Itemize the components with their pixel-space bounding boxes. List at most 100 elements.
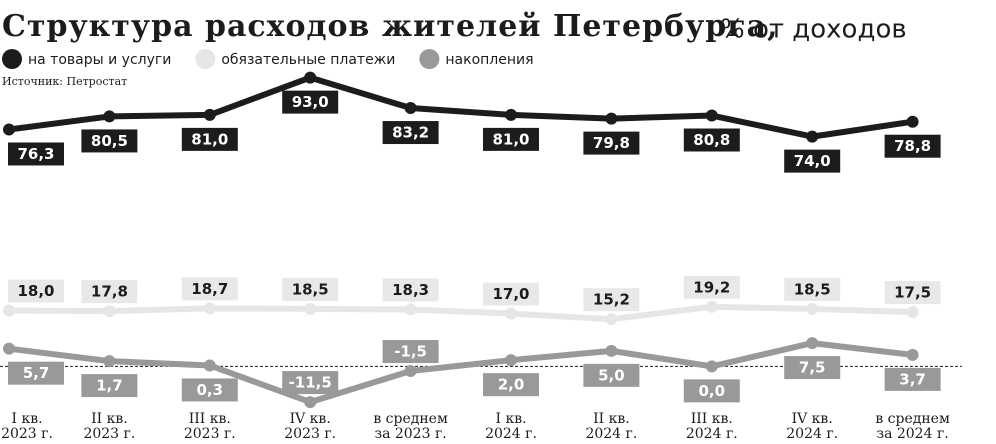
- chart-subtitle: % от доходов: [720, 15, 907, 45]
- series-line: [8, 74, 914, 140]
- value-label: 5,7: [23, 364, 50, 382]
- value-label: -11,5: [289, 374, 332, 392]
- data-point: [3, 304, 15, 317]
- legend-label: накопления: [445, 52, 533, 68]
- value-label: 83,2: [392, 124, 429, 142]
- x-tick-label: 2023 г.: [284, 426, 336, 442]
- value-label: 93,0: [292, 93, 329, 111]
- value-label-box: [282, 90, 339, 114]
- value-label: 18,7: [191, 280, 228, 298]
- x-tick-label: 2024 г.: [585, 426, 637, 442]
- value-label: 18,5: [794, 280, 831, 298]
- data-point: [304, 71, 317, 84]
- value-label-box: [181, 378, 238, 402]
- value-label-box: [683, 275, 740, 299]
- value-label: 18,3: [392, 281, 429, 299]
- value-label-box: [583, 363, 640, 387]
- value-label: 2,0: [498, 376, 525, 394]
- value-label: 78,8: [894, 137, 931, 155]
- data-point: [806, 302, 819, 315]
- value-label-box: [683, 128, 740, 152]
- value-label-box: [884, 134, 941, 158]
- value-label: 17,0: [492, 285, 529, 303]
- data-point: [806, 337, 819, 350]
- data-point: [605, 112, 618, 125]
- value-label: 1,7: [96, 377, 123, 395]
- value-label: 17,5: [894, 284, 931, 302]
- value-label-box: [81, 280, 138, 304]
- value-label-box: [382, 278, 439, 302]
- data-point: [705, 300, 718, 313]
- value-label-box: [683, 379, 740, 403]
- value-label-box: [282, 277, 339, 301]
- value-label-box: [583, 131, 640, 155]
- source: Источник: Петростат: [2, 75, 127, 88]
- x-tick-label: 2024 г.: [485, 426, 537, 442]
- data-point: [404, 102, 417, 115]
- value-label: 15,2: [593, 291, 630, 309]
- value-label: 74,0: [794, 152, 831, 170]
- x-tick-label: III кв.: [691, 411, 733, 427]
- value-label: 80,5: [91, 132, 128, 150]
- value-label-box: [181, 127, 238, 151]
- value-label-box: [784, 356, 841, 380]
- value-label-box: [583, 288, 640, 312]
- legend-swatch: [2, 49, 22, 69]
- x-tick-label: IV кв.: [792, 411, 833, 427]
- data-point: [3, 342, 15, 355]
- value-label-box: [884, 367, 941, 391]
- value-label-box: [8, 361, 64, 385]
- value-label: 17,8: [91, 283, 128, 301]
- data-point: [404, 303, 417, 316]
- x-tick-label: II кв.: [91, 411, 128, 427]
- x-tick-label: в среднем: [373, 411, 448, 427]
- x-tick-label: 2023 г.: [184, 426, 236, 442]
- legend-swatch: [195, 49, 216, 69]
- data-point: [705, 360, 718, 373]
- value-label-box: [483, 127, 539, 151]
- x-tick-label: в среднем: [875, 411, 950, 427]
- data-point: [304, 396, 317, 409]
- value-label: 81,0: [492, 130, 529, 148]
- value-label: -1,5: [394, 343, 427, 361]
- value-label: 7,5: [799, 359, 826, 377]
- x-tick-label: 2024 г.: [686, 426, 738, 442]
- x-tick-label: II кв.: [593, 411, 630, 427]
- value-label-box: [81, 374, 138, 398]
- chart-title: Структура расходов жителей Петербурга,: [2, 9, 779, 44]
- data-point: [404, 365, 417, 378]
- data-point: [203, 359, 216, 372]
- x-tick-label: 2024 г.: [786, 426, 838, 442]
- data-point: [605, 313, 618, 326]
- x-tick-label: 2023 г.: [83, 426, 135, 442]
- x-tick-label: I кв.: [495, 411, 526, 427]
- value-label-box: [282, 371, 339, 395]
- value-label: 79,8: [593, 134, 630, 152]
- x-tick-label: 2023 г.: [1, 426, 53, 442]
- value-label-box: [8, 279, 64, 303]
- data-point: [203, 108, 216, 121]
- value-label-box: [382, 340, 439, 364]
- data-point: [505, 307, 517, 320]
- series-line: [8, 340, 913, 406]
- x-tick-label: за 2024 г.: [876, 426, 948, 442]
- value-label-box: [784, 149, 841, 173]
- value-label: 76,3: [17, 145, 54, 163]
- x-tick-label: за 2023 г.: [374, 426, 446, 442]
- value-label-box: [483, 282, 539, 306]
- value-label-box: [8, 142, 64, 166]
- x-tick-label: III кв.: [189, 411, 231, 427]
- value-label: 80,8: [693, 131, 730, 149]
- data-point: [806, 130, 819, 143]
- value-label-box: [81, 129, 138, 153]
- value-label-box: [784, 277, 841, 301]
- value-label: 81,0: [191, 130, 228, 148]
- data-point: [103, 110, 116, 123]
- data-point: [705, 109, 718, 122]
- data-point: [906, 115, 919, 128]
- legend-label: обязательные платежи: [221, 52, 395, 68]
- x-tick-label: I кв.: [11, 411, 42, 427]
- value-label-box: [884, 281, 941, 305]
- data-point: [103, 355, 116, 368]
